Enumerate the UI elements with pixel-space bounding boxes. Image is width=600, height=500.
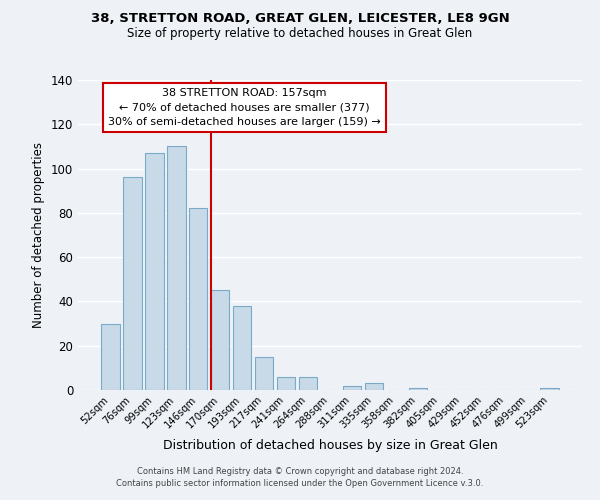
- Bar: [343, 386, 361, 390]
- Bar: [277, 376, 295, 390]
- Bar: [365, 384, 383, 390]
- Bar: [101, 324, 119, 390]
- Bar: [167, 146, 185, 390]
- Bar: [123, 178, 142, 390]
- Bar: [299, 376, 317, 390]
- Bar: [409, 388, 427, 390]
- Y-axis label: Number of detached properties: Number of detached properties: [32, 142, 45, 328]
- Bar: [189, 208, 208, 390]
- Text: 38 STRETTON ROAD: 157sqm
← 70% of detached houses are smaller (377)
30% of semi-: 38 STRETTON ROAD: 157sqm ← 70% of detach…: [108, 88, 380, 128]
- Bar: [541, 388, 559, 390]
- Text: Size of property relative to detached houses in Great Glen: Size of property relative to detached ho…: [127, 28, 473, 40]
- Text: Contains HM Land Registry data © Crown copyright and database right 2024.: Contains HM Land Registry data © Crown c…: [137, 467, 463, 476]
- Bar: [211, 290, 229, 390]
- Bar: [233, 306, 251, 390]
- X-axis label: Distribution of detached houses by size in Great Glen: Distribution of detached houses by size …: [163, 439, 497, 452]
- Bar: [255, 357, 274, 390]
- Bar: [145, 153, 164, 390]
- Text: Contains public sector information licensed under the Open Government Licence v.: Contains public sector information licen…: [116, 479, 484, 488]
- Text: 38, STRETTON ROAD, GREAT GLEN, LEICESTER, LE8 9GN: 38, STRETTON ROAD, GREAT GLEN, LEICESTER…: [91, 12, 509, 26]
